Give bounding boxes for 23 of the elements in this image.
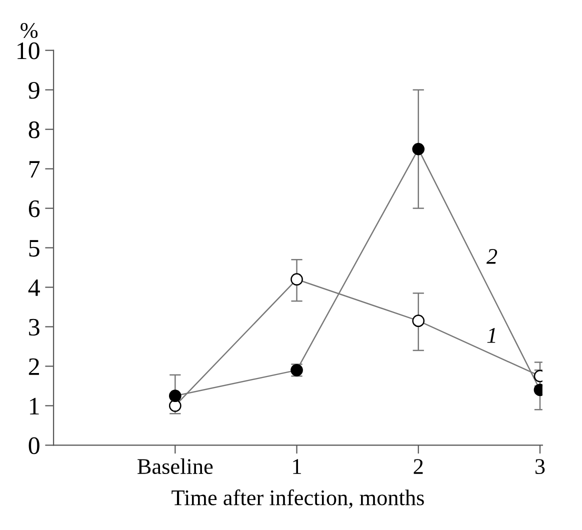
- point: [412, 314, 425, 328]
- y-tick-label: 5: [29, 240, 40, 257]
- point: [412, 142, 425, 156]
- x-axis-title: Time after infection, months: [172, 489, 424, 508]
- series-label: 2: [486, 249, 498, 264]
- point: [168, 390, 182, 402]
- y-tick-label: 10: [18, 42, 40, 60]
- y-tick-label: 7: [30, 161, 40, 178]
- x-tick-label: 3: [536, 459, 545, 474]
- y-tick-label: 8: [28, 121, 40, 138]
- y-tick-label: 1: [30, 398, 39, 414]
- y-tick-label: 4: [28, 279, 40, 296]
- y-tick-label: 9: [28, 82, 40, 99]
- y-axis-title: %: [20, 22, 38, 38]
- series-label: 1: [487, 328, 496, 343]
- point: [290, 273, 303, 286]
- x-tick-label: 2: [414, 459, 423, 474]
- x-tick-label: Baseline: [138, 458, 213, 474]
- x-tick-label: 1: [293, 459, 301, 474]
- y-tick-label: 3: [29, 318, 40, 336]
- y-tick-label: 2: [28, 358, 39, 375]
- y-tick-label: 0: [28, 437, 40, 454]
- y-tick-label: 6: [28, 200, 40, 218]
